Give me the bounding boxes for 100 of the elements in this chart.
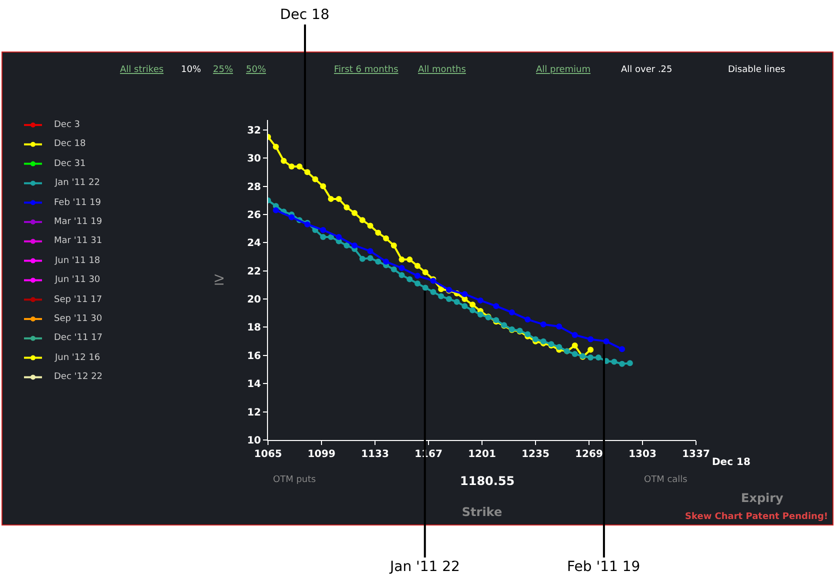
- text: 1180.55: [460, 474, 515, 488]
- y-tick-label: 18: [247, 322, 262, 334]
- legend-label: Mar '11 31: [54, 236, 102, 246]
- point: [375, 258, 382, 265]
- point: [414, 262, 420, 269]
- point: [288, 164, 295, 170]
- point: [336, 196, 342, 202]
- y-tick-label: 24: [247, 238, 262, 250]
- text: 50%: [246, 65, 266, 75]
- point: [493, 303, 500, 310]
- x-tick-label: 1235: [522, 449, 550, 460]
- legend-label: Dec 3: [54, 120, 80, 130]
- point: [398, 256, 405, 263]
- text: All strikes: [120, 65, 164, 75]
- point: [398, 265, 405, 272]
- legend-label: Mar '11 19: [54, 217, 102, 227]
- x-tick-label: 1337: [682, 449, 710, 460]
- x-tick-label: 1201: [468, 449, 496, 460]
- point: [524, 316, 531, 322]
- point: [446, 296, 452, 302]
- point: [454, 298, 460, 305]
- point: [588, 346, 594, 353]
- point: [588, 336, 594, 342]
- legend-label: Dec 31: [54, 159, 86, 169]
- point: [344, 204, 350, 210]
- point: [312, 176, 318, 182]
- point: [438, 286, 444, 292]
- point: [438, 293, 444, 300]
- point: [367, 255, 374, 262]
- point: [320, 183, 326, 190]
- text: Expiry: [741, 491, 784, 505]
- point: [375, 230, 382, 236]
- point: [359, 217, 366, 224]
- x-tick-label: 1099: [308, 449, 336, 460]
- y-tick-label: 14: [247, 379, 262, 390]
- y-tick-label: 26: [247, 210, 262, 221]
- text: All months: [418, 65, 466, 75]
- text: Dec 18: [712, 457, 750, 468]
- y-tick-label: 16: [247, 350, 262, 362]
- point: [556, 344, 562, 350]
- point: [296, 164, 302, 170]
- text: First 6 months: [334, 65, 399, 75]
- text: All premium: [536, 65, 591, 75]
- point: [336, 234, 342, 240]
- x-axis-title: Strike: [462, 504, 502, 519]
- point: [477, 297, 484, 304]
- point: [572, 342, 578, 349]
- point: [367, 222, 374, 229]
- point: [595, 354, 602, 361]
- point: [556, 324, 562, 330]
- point: [383, 235, 390, 242]
- y-tick-label: 12: [247, 407, 262, 418]
- point: [619, 360, 626, 367]
- text: Skew Chart Patent Pending!: [685, 512, 828, 522]
- legend-label: Feb '11 19: [54, 198, 102, 208]
- point: [540, 321, 546, 328]
- point: [588, 354, 594, 361]
- x-tick-label: 1303: [628, 449, 656, 460]
- point: [406, 276, 413, 282]
- point: [462, 291, 468, 298]
- y-tick-label: 30: [247, 154, 262, 165]
- legend-label: Dec 18: [54, 139, 86, 149]
- point: [422, 284, 428, 291]
- point: [320, 226, 326, 233]
- legend-label: Jun '11 18: [54, 256, 100, 266]
- point: [280, 158, 287, 164]
- point: [272, 207, 279, 214]
- legend-label: Jun '12 16: [54, 353, 100, 363]
- point: [288, 214, 295, 220]
- annotation: Feb '11 19: [567, 559, 640, 575]
- text: Disable lines: [728, 65, 786, 75]
- point: [422, 269, 428, 276]
- point: [470, 307, 476, 314]
- point: [272, 144, 279, 150]
- text: All over .25: [621, 65, 672, 75]
- point: [328, 196, 334, 202]
- y-tick-label: 22: [247, 266, 262, 278]
- point: [406, 256, 413, 263]
- point: [462, 303, 468, 310]
- point: [430, 288, 436, 295]
- point: [383, 258, 390, 265]
- point: [626, 360, 633, 366]
- legend-label: Sep '11 30: [54, 314, 102, 324]
- point: [304, 169, 310, 176]
- point: [352, 242, 358, 248]
- y-tick-label: 20: [247, 294, 262, 306]
- text: OTM puts: [273, 475, 316, 485]
- point: [390, 266, 397, 272]
- y-axis-title: IV: [212, 273, 226, 286]
- point: [477, 312, 484, 318]
- text: 25%: [213, 65, 234, 75]
- point: [328, 234, 334, 240]
- point: [414, 272, 420, 279]
- point: [367, 248, 374, 254]
- legend-label: Sep '11 17: [54, 295, 102, 305]
- point: [414, 280, 420, 287]
- point: [352, 210, 358, 216]
- legend-label: Dec '12 22: [54, 372, 103, 382]
- legend-label: Jan '11 22: [54, 178, 100, 188]
- point: [344, 242, 350, 248]
